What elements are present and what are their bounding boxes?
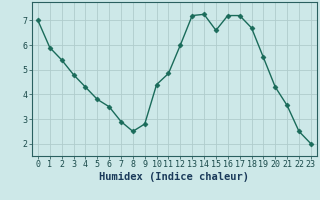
X-axis label: Humidex (Indice chaleur): Humidex (Indice chaleur) — [100, 172, 249, 182]
